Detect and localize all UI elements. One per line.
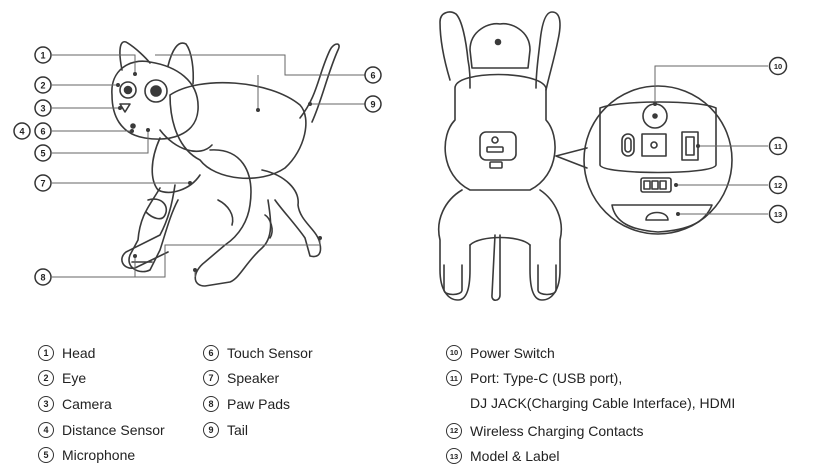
body-shape bbox=[169, 81, 307, 180]
callout-3: 3 bbox=[34, 99, 52, 117]
callout-4: 4 bbox=[13, 122, 31, 140]
svg-text:6: 6 bbox=[370, 71, 375, 81]
bottom-torso bbox=[444, 73, 556, 191]
robot-cat-diagram: 1 2 3 4 6 5 7 8 6 9 10 11 12 13 bbox=[13, 11, 788, 302]
legend-column-3: 10 Power Switch 11 Port: Type-C (USB port)… bbox=[446, 340, 622, 391]
callout-7: 7 bbox=[34, 174, 52, 192]
legend-column-3b: 12 Wireless Charging Contacts 13 Model & L… bbox=[446, 418, 644, 469]
tail-shape bbox=[299, 43, 340, 123]
svg-text:2: 2 bbox=[40, 81, 45, 91]
legend-item-speaker: 7 Speaker bbox=[203, 366, 313, 392]
svg-text:1: 1 bbox=[40, 51, 45, 61]
callout-12: 12 bbox=[768, 175, 788, 195]
callout-9: 9 bbox=[364, 95, 382, 113]
cat-side-view bbox=[111, 41, 340, 287]
svg-text:4: 4 bbox=[19, 127, 24, 137]
legend-column-1: 1 Head 2 Eye 3 Camera 4 Distance Sensor 5 Mic… bbox=[38, 340, 165, 468]
legend-item-distance-sensor: 4 Distance Sensor bbox=[38, 417, 165, 443]
zoom-detail bbox=[583, 85, 733, 235]
legend-item-port: 11 Port: Type-C (USB port), bbox=[446, 366, 622, 392]
svg-text:12: 12 bbox=[774, 181, 782, 190]
svg-text:11: 11 bbox=[774, 142, 782, 151]
rear-leg-near bbox=[194, 149, 272, 287]
head-shape bbox=[111, 60, 199, 140]
callout-8: 8 bbox=[34, 268, 52, 286]
front-leg-far bbox=[128, 187, 179, 273]
legend-item-touch-sensor: 6 Touch Sensor bbox=[203, 340, 313, 366]
svg-text:7: 7 bbox=[40, 179, 45, 189]
svg-text:3: 3 bbox=[40, 104, 45, 114]
svg-text:5: 5 bbox=[40, 149, 45, 159]
callout-2: 2 bbox=[34, 76, 52, 94]
zoom-circle bbox=[583, 85, 733, 235]
model-label bbox=[645, 211, 669, 221]
svg-text:9: 9 bbox=[370, 100, 375, 110]
svg-text:10: 10 bbox=[774, 62, 782, 71]
eye-right bbox=[144, 79, 168, 103]
svg-text:13: 13 bbox=[774, 210, 782, 219]
cat-bottom-view bbox=[438, 11, 588, 302]
callout-13: 13 bbox=[768, 204, 788, 224]
legend-item-paw-pads: 8 Paw Pads bbox=[203, 391, 313, 417]
svg-text:6: 6 bbox=[40, 127, 45, 137]
callout-1: 1 bbox=[34, 46, 52, 64]
legend-item-power-switch: 10 Power Switch bbox=[446, 340, 622, 366]
callout-6a: 6 bbox=[34, 122, 52, 140]
legend-column-2: 6 Touch Sensor 7 Speaker 8 Paw Pads 9 Tail bbox=[203, 340, 313, 442]
dj-jack bbox=[641, 133, 667, 157]
legend-item-microphone: 5 Microphone bbox=[38, 442, 165, 468]
callout-10: 10 bbox=[768, 56, 788, 76]
callout-5: 5 bbox=[34, 144, 52, 162]
svg-text:8: 8 bbox=[40, 273, 45, 283]
legend-item-model-label: 13 Model & Label bbox=[446, 444, 644, 470]
legend-item-port-detail: DJ JACK(Charging Cable Interface), HDMI bbox=[470, 395, 736, 411]
front-leg-near bbox=[121, 184, 176, 269]
usb-c-port bbox=[621, 133, 635, 157]
legend-item-head: 1 Head bbox=[38, 340, 165, 366]
legend-item-charging-contacts: 12 Wireless Charging Contacts bbox=[446, 418, 644, 444]
legend-item-camera: 3 Camera bbox=[38, 391, 165, 417]
right-ear bbox=[167, 42, 195, 85]
legend-item-tail: 9 Tail bbox=[203, 417, 313, 443]
eye-left bbox=[119, 81, 137, 99]
callout-6b: 6 bbox=[364, 66, 382, 84]
rear-leg-far bbox=[261, 169, 322, 258]
callout-11: 11 bbox=[768, 136, 788, 156]
charging-contacts bbox=[640, 177, 672, 193]
legend-item-eye: 2 Eye bbox=[38, 366, 165, 392]
